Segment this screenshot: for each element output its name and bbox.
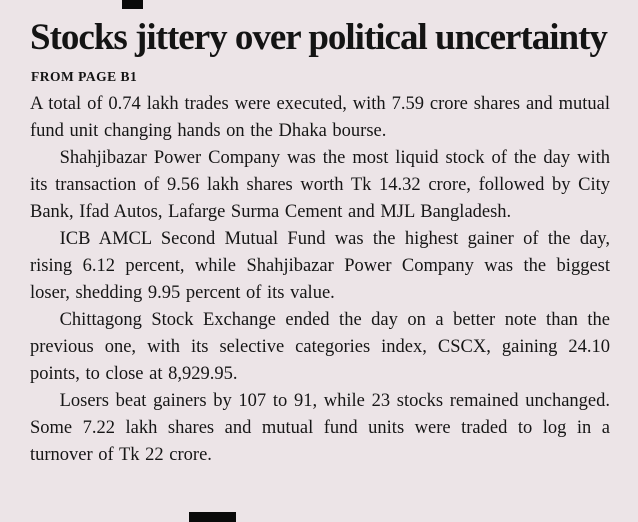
paragraph-5: Losers beat gainers by 107 to 91, while … <box>30 390 610 465</box>
paragraph-3: ICB AMCL Second Mutual Fund was the high… <box>30 228 610 303</box>
paragraph-4: Chittagong Stock Exchange ended the day … <box>30 309 610 384</box>
scan-artifact-top <box>122 0 143 9</box>
kicker-from-page: FROM PAGE B1 <box>31 68 138 84</box>
article: Stocks jittery over political uncertaint… <box>30 17 610 469</box>
headline: Stocks jittery over political uncertaint… <box>30 17 608 58</box>
paragraph-2: Shahjibazar Power Company was the most l… <box>30 147 610 222</box>
paragraph-1: A total of 0.74 lakh trades were execute… <box>30 93 610 141</box>
article-body: A total of 0.74 lakh trades were execute… <box>30 91 610 469</box>
scan-artifact-bottom <box>189 512 236 522</box>
